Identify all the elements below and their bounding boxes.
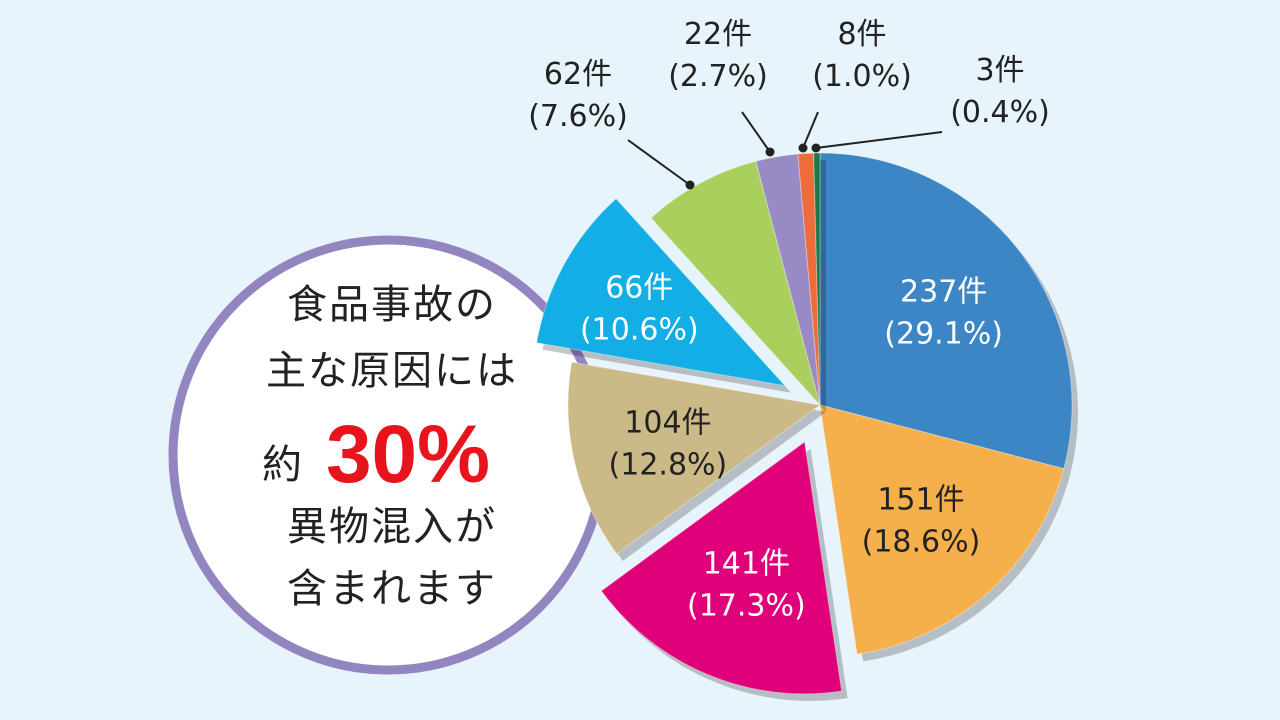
- slice-count-label: 237件: [900, 275, 987, 310]
- leader-line: [802, 111, 819, 149]
- pie-chart: 237件 (29.1%) 151件 (18.6%) 141件 (17.3%) 104件 (12…: [528, 17, 1078, 701]
- leader-dot: [811, 143, 821, 153]
- slice-percent-label: (29.1%): [884, 317, 1003, 352]
- pie-slice: [536, 197, 787, 387]
- slice-percent-label: (12.8%): [609, 448, 728, 483]
- pie-slice: [755, 153, 821, 406]
- slice-count-label: 62件: [544, 57, 612, 92]
- leader-dot: [685, 180, 695, 190]
- leader-line: [741, 111, 771, 153]
- slice-count-label: 66件: [605, 270, 673, 305]
- callout-line-5: 含まれます: [287, 566, 497, 612]
- callout-highlight: 30%: [326, 409, 490, 500]
- callout: 食品事故の 主な原因には 約 30% 異物混入が 含まれます: [168, 235, 608, 675]
- pie-slice: [797, 152, 821, 406]
- leader-line: [627, 139, 691, 186]
- slice-count-label: 151件: [877, 483, 964, 518]
- slice-count-label: 3件: [975, 53, 1024, 88]
- slice-percent-label: (10.6%): [580, 312, 699, 347]
- callout-line-2: 主な原因には: [266, 348, 518, 394]
- pie-slice-shadow: [819, 160, 826, 412]
- leader-dot: [798, 143, 808, 153]
- pie-slice: [819, 152, 1073, 470]
- slice-percent-label: (2.7%): [668, 59, 768, 94]
- callout-line-1: 食品事故の: [287, 282, 497, 328]
- pie-slice: [600, 441, 843, 695]
- pie-slice: [650, 160, 821, 406]
- pie-slice: [813, 152, 821, 406]
- slice-percent-label: (0.4%): [950, 95, 1050, 130]
- slice-percent-label: (18.6%): [862, 525, 981, 560]
- callout-prefix: 約: [262, 442, 302, 488]
- slice-count-label: 22件: [684, 17, 752, 52]
- slice-percent-label: (7.6%): [528, 99, 628, 134]
- slice-percent-label: (1.0%): [812, 59, 912, 94]
- slice-count-label: 8件: [837, 17, 886, 52]
- callout-line-4: 異物混入が: [287, 504, 497, 550]
- slice-percent-label: (17.3%): [687, 588, 806, 623]
- pie-slice: [819, 404, 1065, 655]
- slice-count-label: 104件: [624, 406, 711, 441]
- leader-line: [815, 131, 943, 149]
- slice-count-label: 141件: [703, 546, 790, 581]
- leader-dot: [765, 147, 775, 157]
- pie-slice: [567, 361, 822, 555]
